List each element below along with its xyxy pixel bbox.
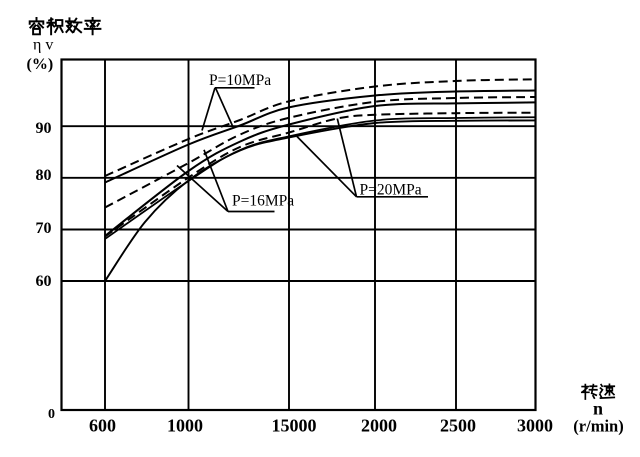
svg-text:2500: 2500 — [440, 416, 476, 436]
svg-text:60: 60 — [36, 273, 52, 290]
svg-text:80: 80 — [36, 167, 52, 184]
svg-text:0: 0 — [48, 407, 55, 422]
svg-text:P=16MPa: P=16MPa — [232, 193, 294, 210]
svg-text:600: 600 — [89, 416, 116, 436]
svg-text:P=20MPa: P=20MPa — [360, 182, 422, 199]
svg-text:P=10MPa: P=10MPa — [209, 72, 271, 89]
svg-text:90: 90 — [36, 120, 52, 137]
svg-text:1000: 1000 — [167, 416, 203, 436]
svg-text:η v: η v — [33, 37, 53, 54]
svg-text:15000: 15000 — [272, 416, 317, 436]
svg-text:n: n — [593, 399, 603, 419]
svg-text:3000: 3000 — [517, 416, 553, 436]
svg-text:(%): (%) — [27, 56, 54, 73]
svg-text:2000: 2000 — [361, 416, 397, 436]
svg-text:70: 70 — [36, 220, 52, 237]
svg-text:(r/min): (r/min) — [573, 417, 623, 436]
